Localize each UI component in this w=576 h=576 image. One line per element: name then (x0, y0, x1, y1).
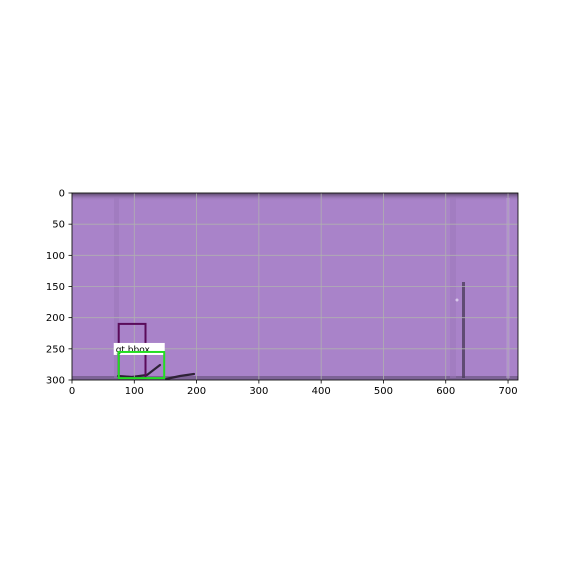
photo-bottom-edge (72, 376, 518, 380)
photo-streak-left (114, 198, 119, 378)
y-tick-label: 150 (46, 282, 65, 293)
x-tick-label: 200 (187, 386, 206, 397)
y-tick-label: 100 (46, 251, 65, 262)
x-tick-label: 400 (312, 386, 331, 397)
x-tick-label: 500 (374, 386, 393, 397)
x-tick-label: 0 (69, 386, 75, 397)
x-tick-label: 300 (249, 386, 268, 397)
y-tick-label: 0 (59, 189, 65, 200)
y-tick-label: 200 (46, 313, 65, 324)
x-axis: 0 100 200 300 400 500 600 700 (69, 380, 518, 397)
y-axis: 0 50 100 150 200 250 300 (46, 189, 72, 387)
y-tick-label: 300 (46, 376, 65, 387)
photo-crack-mark-2 (164, 372, 196, 381)
bounding-boxes: gt bbox (113, 322, 166, 380)
x-tick-label: 100 (125, 386, 144, 397)
bounding-box (117, 350, 166, 380)
photo-top-edge (72, 193, 518, 201)
x-tick-label: 700 (498, 386, 517, 397)
photo-speck (455, 298, 459, 302)
y-tick-label: 50 (52, 220, 65, 231)
photo-crack-mark (116, 363, 162, 379)
bbox-label: gt bbox (116, 345, 151, 355)
photo-streak-right-light (450, 198, 456, 378)
x-tick-label: 600 (436, 386, 455, 397)
photo-streak-right-dark (462, 282, 465, 378)
y-tick-label: 250 (46, 344, 65, 355)
